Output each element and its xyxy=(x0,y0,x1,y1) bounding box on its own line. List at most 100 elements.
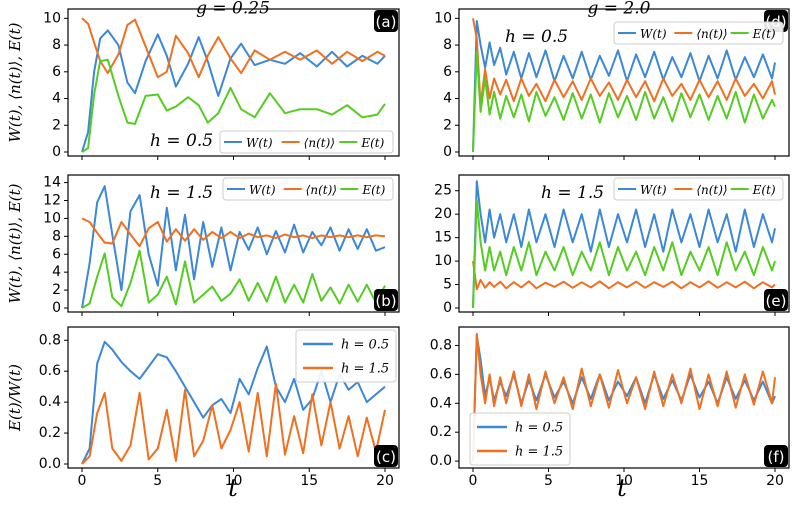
y-tick-label-a-5: 10 xyxy=(43,10,61,26)
legend-label-d-2: E(t) xyxy=(752,27,776,41)
series-line-d-2 xyxy=(472,50,776,153)
y-tick-label-e-3: 15 xyxy=(434,230,452,246)
y-tick-label-f-2: 0.4 xyxy=(430,395,452,411)
x-tick-label-f-2: 10 xyxy=(615,473,633,489)
legend-label-e-1: ⟨n(t)⟩ xyxy=(696,183,727,197)
y-tick-label-a-0: 0 xyxy=(52,144,61,160)
y-tick-label-c-4: 0.8 xyxy=(39,332,61,348)
y-tick-label-d-1: 2 xyxy=(443,117,452,133)
x-tick-label-f-3: 15 xyxy=(691,473,709,489)
y-tick-label-f-4: 0.8 xyxy=(430,337,452,353)
legend-label-e-0: W(t) xyxy=(640,183,667,197)
y-tick-label-b-1: 2 xyxy=(52,282,61,298)
y-tick-label-e-0: 0 xyxy=(443,300,452,316)
h-label-e: h = 1.5 xyxy=(541,183,604,203)
series-line-a-2 xyxy=(81,58,386,153)
legend-label-a-2: E(t) xyxy=(360,136,384,150)
y-tick-label-b-7: 14 xyxy=(43,175,61,191)
y-tick-label-a-2: 4 xyxy=(52,91,61,107)
panel-label-e: (e) xyxy=(766,292,787,310)
legend-label-a-1: ⟨n(t)⟩ xyxy=(304,136,335,150)
y-tick-label-b-6: 12 xyxy=(43,193,61,209)
panel-label-b: (b) xyxy=(375,292,396,310)
legend-label-e-2: E(t) xyxy=(752,183,776,197)
x-tick-label-c-1: 5 xyxy=(153,473,162,489)
y-tick-label-a-3: 6 xyxy=(52,64,61,80)
y-tick-label-e-1: 5 xyxy=(443,277,452,293)
panel-e: 0 5 10 15 20 25 (e) h = 1.5 W(t) ⟨n(t)⟩ E(t) xyxy=(434,174,790,316)
y-tick-label-a-1: 2 xyxy=(52,117,61,133)
panel-label-badge-b xyxy=(374,289,398,311)
h-label-a: h = 0.5 xyxy=(150,131,213,151)
series-line-f-1 xyxy=(472,332,776,462)
y-tick-label-b-0: 0 xyxy=(52,300,61,316)
panel-label-c: (c) xyxy=(376,448,396,466)
series-line-e-1 xyxy=(472,260,776,291)
legend-label-a-0: W(t) xyxy=(246,136,273,150)
y-tick-label-c-2: 0.4 xyxy=(39,394,61,410)
x-axis-label-left: t xyxy=(228,474,238,502)
y-tick-label-f-0: 0.0 xyxy=(430,453,452,469)
x-tick-label-f-1: 5 xyxy=(544,473,553,489)
x-tick-label-c-4: 20 xyxy=(376,473,394,489)
y-axis-label-c: E(t)/W(t) xyxy=(6,364,24,432)
legend-box-e xyxy=(613,177,784,201)
x-tick-label-c-2: 10 xyxy=(225,473,243,489)
series-line-d-1 xyxy=(472,18,776,107)
series-line-e-2 xyxy=(472,199,776,309)
panel-label-badge-f xyxy=(764,445,788,467)
legend-label-f-1: h = 1.5 xyxy=(515,445,563,460)
legend-label-d-0: W(t) xyxy=(640,27,667,41)
panel-label-badge-c xyxy=(374,445,398,467)
panel-c: 0.0 0.2 0.4 0.6 0.8 0 5 10 15 20 (c) h = 0.5 h = 1.5… xyxy=(6,326,400,489)
y-tick-label-e-2: 10 xyxy=(434,253,452,269)
series-line-c-0 xyxy=(81,340,386,465)
y-tick-label-d-4: 8 xyxy=(443,37,452,53)
series-line-c-1 xyxy=(81,382,386,465)
y-tick-label-e-4: 20 xyxy=(434,206,452,222)
y-tick-label-e-5: 25 xyxy=(434,183,452,199)
y-tick-label-b-2: 4 xyxy=(52,264,61,280)
series-line-e-0 xyxy=(472,180,776,309)
y-tick-label-b-3: 6 xyxy=(52,246,61,262)
y-tick-label-f-1: 0.2 xyxy=(430,424,452,440)
y-tick-label-a-4: 8 xyxy=(52,37,61,53)
y-tick-label-b-4: 8 xyxy=(52,228,61,244)
legend-label-b-1: ⟨n(t)⟩ xyxy=(306,183,337,197)
series-line-b-2 xyxy=(81,249,386,309)
y-axis-label-a: W(t), ⟨n(t)⟩, E(t) xyxy=(6,22,24,142)
x-tick-label-c-0: 0 xyxy=(78,473,87,489)
y-tick-label-d-5: 10 xyxy=(434,10,452,26)
panel-label-badge-e xyxy=(764,289,788,311)
x-tick-label-f-4: 20 xyxy=(766,473,784,489)
legend-label-d-1: ⟨n(t)⟩ xyxy=(696,27,727,41)
legend-label-b-0: W(t) xyxy=(249,183,276,197)
legend-box-b xyxy=(222,177,394,201)
panel-f: 0.0 0.2 0.4 0.6 0.8 0 5 10 15 20 (f) h = 0.5 h = 1.5 xyxy=(430,326,790,489)
legend-label-f-0: h = 0.5 xyxy=(515,421,563,436)
series-line-b-1 xyxy=(81,217,386,248)
x-tick-label-c-3: 15 xyxy=(300,473,318,489)
y-tick-label-d-3: 6 xyxy=(443,64,452,80)
panel-label-badge-a xyxy=(374,10,398,32)
x-axis-label-right: t xyxy=(617,474,627,502)
legend-label-b-2: E(t) xyxy=(361,183,385,197)
y-tick-label-c-0: 0.0 xyxy=(39,456,61,472)
h-label-d: h = 0.5 xyxy=(505,27,568,47)
series-line-b-0 xyxy=(81,185,386,309)
panel-label-f: (f) xyxy=(768,448,785,466)
y-tick-label-f-3: 0.6 xyxy=(430,366,452,382)
panel-a: 0 2 4 6 8 10 (a) h = 0.5 W(t) ⟨n(t)⟩ E(t) W(t), ⟨n(… xyxy=(6,8,400,160)
series-line-a-0 xyxy=(81,29,386,153)
y-axis-label-b: W(t), ⟨n(t)⟩, E(t) xyxy=(6,183,24,303)
legend-box-a xyxy=(219,130,394,154)
series-line-a-1 xyxy=(81,17,386,79)
y-tick-label-b-5: 10 xyxy=(43,210,61,226)
y-tick-label-c-3: 0.6 xyxy=(39,363,61,379)
y-tick-label-d-2: 4 xyxy=(443,91,452,107)
series-line-d-0 xyxy=(472,20,776,153)
